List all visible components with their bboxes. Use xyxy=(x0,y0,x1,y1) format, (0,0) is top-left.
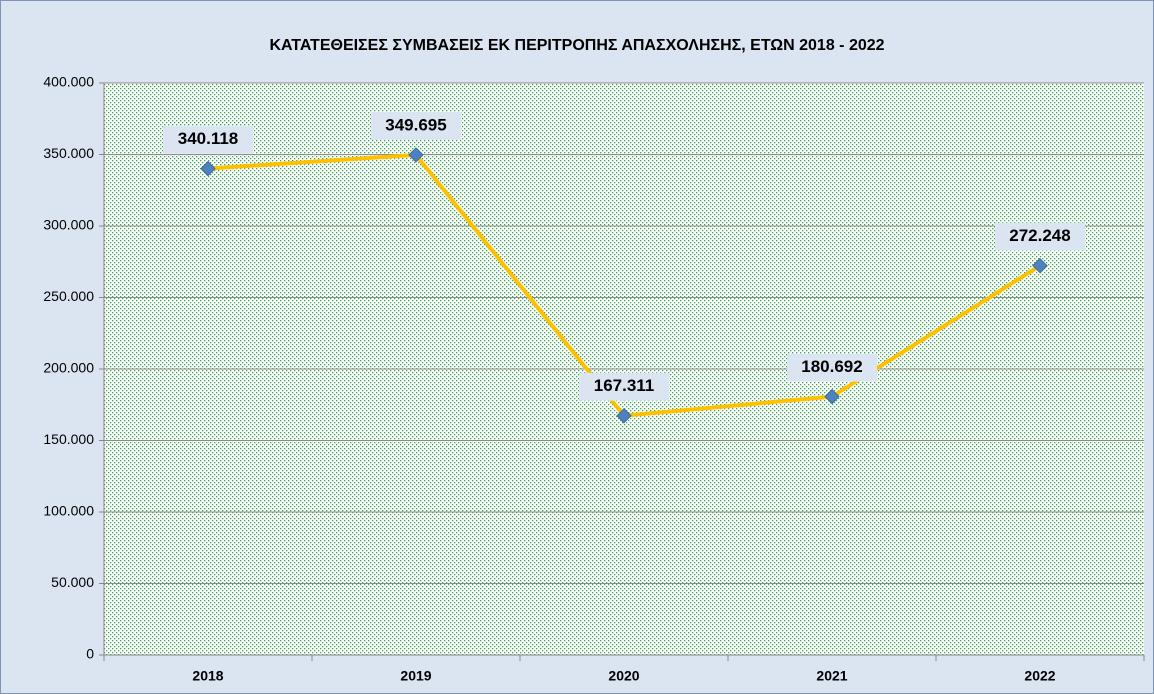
data-label: 340.118 xyxy=(178,129,239,148)
chart-title: ΚΑΤΑΤΕΘΕΙΣΕΣ ΣΥΜΒΑΣΕΙΣ ΕΚ ΠΕΡΙΤΡΟΠΗΣ ΑΠΑ… xyxy=(269,37,884,54)
y-tick-label: 300.000 xyxy=(43,217,94,233)
data-point xyxy=(408,147,424,163)
y-tick-label: 50.000 xyxy=(51,574,94,590)
data-point xyxy=(616,408,632,424)
data-label: 272.248 xyxy=(1009,226,1070,245)
data-label-box xyxy=(787,353,877,382)
data-label-box xyxy=(579,372,669,401)
data-label: 167.311 xyxy=(594,376,655,395)
data-label-box xyxy=(995,222,1085,251)
x-tick-label: 2022 xyxy=(1024,668,1055,684)
y-tick-label: 150.000 xyxy=(43,431,94,447)
y-tick-label: 400.000 xyxy=(43,74,94,90)
data-label: 349.695 xyxy=(385,115,446,134)
x-tick-label: 2018 xyxy=(192,668,223,684)
y-tick-label: 0 xyxy=(86,646,94,662)
data-label: 180.692 xyxy=(801,357,862,376)
y-tick-label: 250.000 xyxy=(43,288,94,304)
x-tick-label: 2021 xyxy=(816,668,847,684)
data-point xyxy=(824,388,840,405)
data-label-box xyxy=(371,111,461,140)
x-tick-label: 2019 xyxy=(400,668,431,684)
y-tick-label: 350.000 xyxy=(43,145,94,161)
y-tick-label: 100.000 xyxy=(43,503,94,519)
data-label-box xyxy=(163,125,253,154)
y-tick-label: 200.000 xyxy=(43,360,94,376)
data-point xyxy=(200,160,216,177)
data-point xyxy=(1032,257,1048,274)
x-tick-label: 2020 xyxy=(608,668,639,684)
